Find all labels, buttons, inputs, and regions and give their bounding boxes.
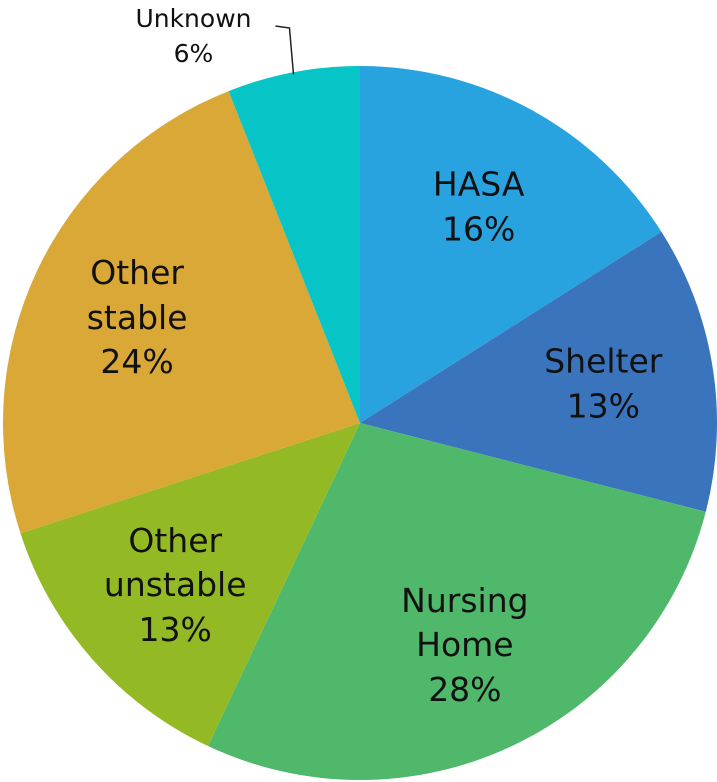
slice-label: Other unstable 13% [90,519,260,653]
value-label: 16% [441,209,516,249]
category-label: Other stable [86,253,188,337]
value-label: 13% [566,386,640,426]
value-label: 28% [428,670,502,710]
slice-label: Nursing Home 28% [380,579,550,713]
pie-slice [20,423,360,747]
value-label: 6% [173,39,214,68]
pie-slice [360,231,717,512]
pie-slice [360,66,662,423]
category-label: Nursing Home [401,581,529,665]
category-label: Other unstable [103,521,247,605]
leader-line [275,25,295,75]
pie-slice [2,91,360,534]
pie-slice [228,66,360,423]
pie-slice [207,423,706,780]
category-label: HASA [432,164,525,204]
slice-label: Shelter 13% [518,340,688,429]
value-label: 13% [138,610,212,650]
slice-label: HASA 16% [394,163,564,252]
category-label: Shelter [544,341,663,381]
slice-label: Other stable 24% [52,251,222,385]
slice-label: Unknown 6% [123,1,263,71]
value-label: 24% [100,342,174,382]
category-label: Unknown [135,4,252,33]
